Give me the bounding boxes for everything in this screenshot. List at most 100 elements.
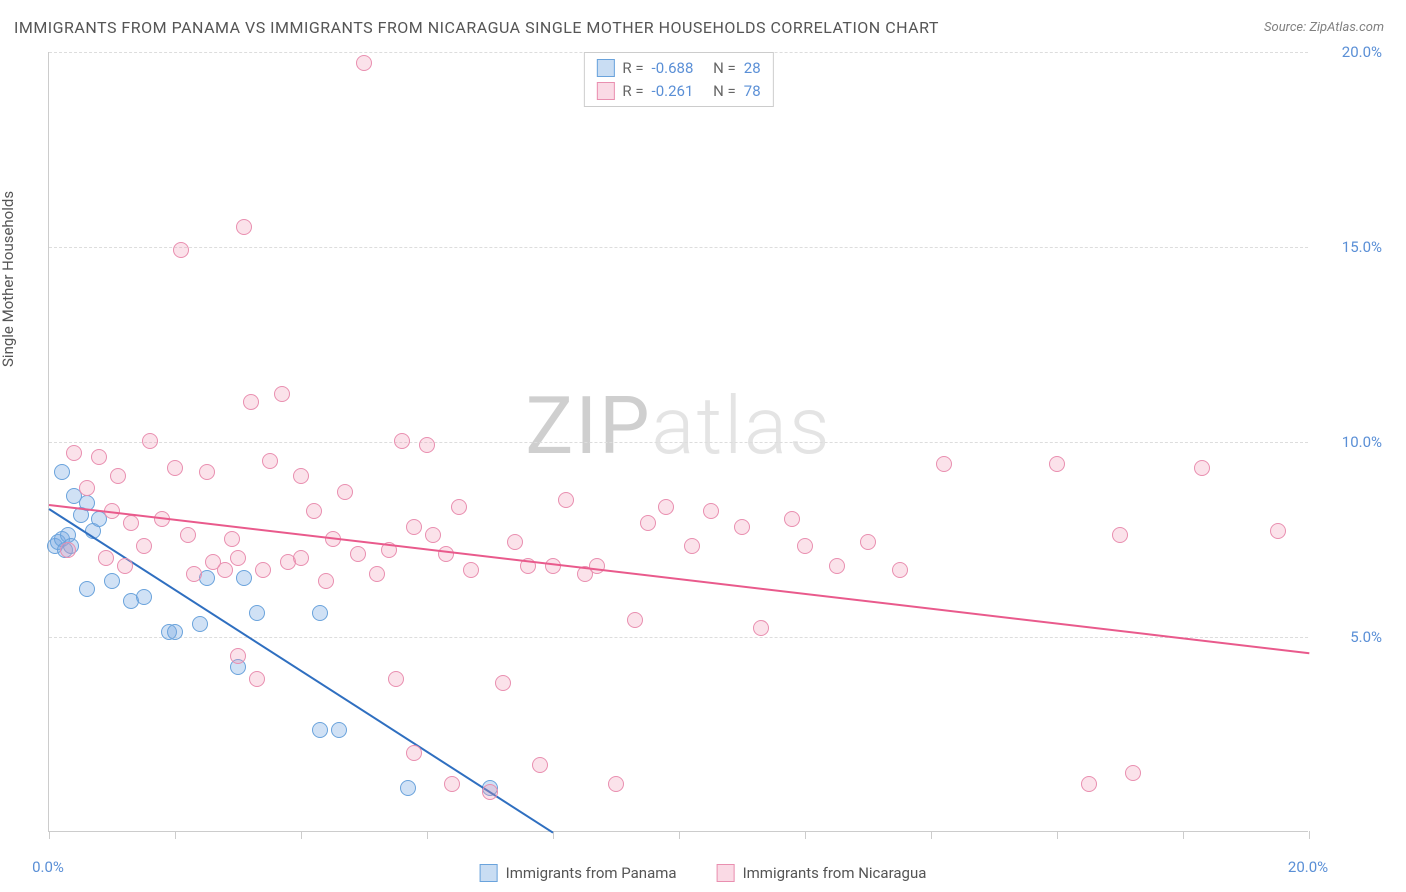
x-tick-label: 0.0% — [32, 858, 64, 876]
data-point — [640, 515, 656, 531]
r-label: R = — [622, 80, 643, 103]
watermark-zip: ZIP — [525, 379, 651, 473]
data-point — [860, 534, 876, 550]
x-tick — [1057, 831, 1058, 839]
swatch-pink — [596, 82, 614, 100]
data-point — [136, 538, 152, 554]
data-point — [236, 570, 252, 586]
data-point — [734, 519, 750, 535]
data-point — [627, 612, 643, 628]
x-tick — [931, 831, 932, 839]
data-point — [318, 573, 334, 589]
watermark-atlas: atlas — [652, 379, 832, 473]
data-point — [532, 757, 548, 773]
watermark: ZIPatlas — [525, 379, 831, 473]
x-tick — [49, 831, 50, 839]
legend-item-panama: Immigrants from Panama — [480, 864, 677, 882]
data-point — [507, 534, 523, 550]
data-point — [91, 449, 107, 465]
data-point — [658, 499, 674, 515]
plot-area: ZIPatlas R = -0.688 N = 28 R = -0.261 N … — [48, 52, 1308, 832]
data-point — [1112, 527, 1128, 543]
data-point — [60, 542, 76, 558]
data-point — [136, 589, 152, 605]
legend-label: Immigrants from Panama — [506, 864, 677, 882]
swatch-pink — [717, 864, 735, 882]
data-point — [400, 780, 416, 796]
r-value: -0.261 — [652, 80, 694, 103]
data-point — [293, 550, 309, 566]
data-point — [167, 624, 183, 640]
swatch-blue — [480, 864, 498, 882]
data-point — [312, 605, 328, 621]
data-point — [797, 538, 813, 554]
data-point — [66, 445, 82, 461]
data-point — [425, 527, 441, 543]
data-point — [199, 464, 215, 480]
data-point — [243, 394, 259, 410]
data-point — [482, 784, 498, 800]
x-tick — [805, 831, 806, 839]
data-point — [117, 558, 133, 574]
data-point — [79, 480, 95, 496]
data-point — [262, 453, 278, 469]
data-point — [192, 616, 208, 632]
chart-title: IMMIGRANTS FROM PANAMA VS IMMIGRANTS FRO… — [14, 18, 939, 37]
data-point — [230, 648, 246, 664]
legend-row-nicaragua: R = -0.261 N = 78 — [596, 80, 760, 103]
x-tick-label: 20.0% — [1288, 858, 1328, 876]
data-point — [180, 527, 196, 543]
data-point — [356, 55, 372, 71]
data-point — [784, 511, 800, 527]
gridline — [49, 637, 1308, 638]
gridline — [49, 247, 1308, 248]
data-point — [230, 550, 246, 566]
data-point — [829, 558, 845, 574]
data-point — [224, 531, 240, 547]
data-point — [1049, 456, 1065, 472]
series-legend: Immigrants from Panama Immigrants from N… — [480, 864, 927, 882]
data-point — [419, 437, 435, 453]
data-point — [608, 776, 624, 792]
data-point — [589, 558, 605, 574]
data-point — [406, 519, 422, 535]
data-point — [463, 562, 479, 578]
data-point — [249, 605, 265, 621]
data-point — [438, 546, 454, 562]
data-point — [110, 468, 126, 484]
data-point — [1081, 776, 1097, 792]
data-point — [186, 566, 202, 582]
data-point — [293, 468, 309, 484]
x-tick — [1309, 831, 1310, 839]
y-tick-label: 15.0% — [1318, 238, 1382, 256]
data-point — [1194, 460, 1210, 476]
data-point — [331, 722, 347, 738]
chart-container: IMMIGRANTS FROM PANAMA VS IMMIGRANTS FRO… — [0, 0, 1406, 892]
data-point — [236, 219, 252, 235]
data-point — [451, 499, 467, 515]
y-tick-label: 20.0% — [1318, 43, 1382, 61]
n-value: 78 — [744, 80, 761, 103]
y-axis-label: Single Mother Households — [0, 191, 17, 367]
data-point — [892, 562, 908, 578]
data-point — [1125, 765, 1141, 781]
legend-item-nicaragua: Immigrants from Nicaragua — [717, 864, 927, 882]
data-point — [312, 722, 328, 738]
data-point — [369, 566, 385, 582]
data-point — [274, 386, 290, 402]
x-tick — [427, 831, 428, 839]
data-point — [142, 433, 158, 449]
data-point — [495, 675, 511, 691]
data-point — [703, 503, 719, 519]
data-point — [337, 484, 353, 500]
data-point — [406, 745, 422, 761]
source-attribution: Source: ZipAtlas.com — [1264, 20, 1384, 35]
data-point — [1270, 523, 1286, 539]
data-point — [104, 573, 120, 589]
n-value: 28 — [744, 57, 761, 80]
data-point — [98, 550, 114, 566]
data-point — [167, 460, 183, 476]
data-point — [173, 242, 189, 258]
legend-row-panama: R = -0.688 N = 28 — [596, 57, 760, 80]
data-point — [558, 492, 574, 508]
